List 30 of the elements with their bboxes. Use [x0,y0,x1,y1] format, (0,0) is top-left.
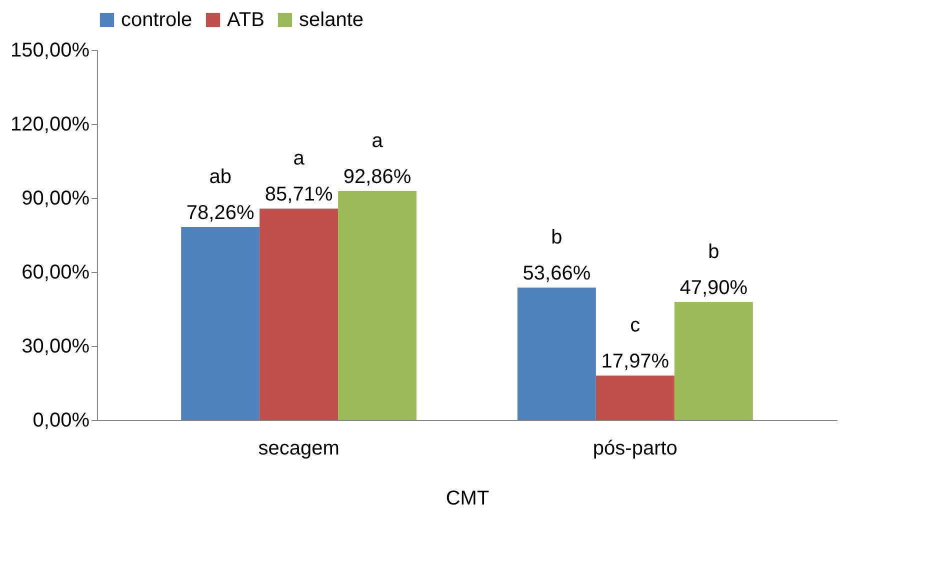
data-label: 17,97% [601,350,670,373]
y-tick-label: 120,00% [10,114,90,136]
y-tick-label: 150,00% [10,40,90,62]
legend-label: controle [121,9,192,31]
data-label: 92,86% [343,166,412,188]
bar [596,376,674,420]
x-tick-label: secagem [258,438,340,460]
bar [517,288,596,420]
y-tick-label: 90,00% [22,188,90,210]
bar [338,190,417,420]
y-tick-label: 30,00% [22,336,90,358]
legend-label: selante [299,9,364,31]
annotation: ab [209,166,232,188]
data-label: 53,66% [522,262,591,285]
data-label: 47,90% [680,276,748,299]
annotation: a [372,130,384,152]
data-label: 78,26% [186,202,254,224]
x-tick-label: pós-parto [592,438,678,460]
annotation: a [293,148,306,170]
annotation: b [551,226,562,249]
bar [181,226,260,420]
y-tick-label: 60,00% [22,262,90,284]
bar [674,302,753,420]
annotation: c [630,314,640,337]
legend-label: ATB [227,9,264,31]
bar [260,208,338,420]
x-axis-title: CMT [446,488,490,510]
data-label: 85,71% [264,184,333,206]
annotation: b [708,240,720,263]
y-tick-label: 0,00% [32,410,90,432]
